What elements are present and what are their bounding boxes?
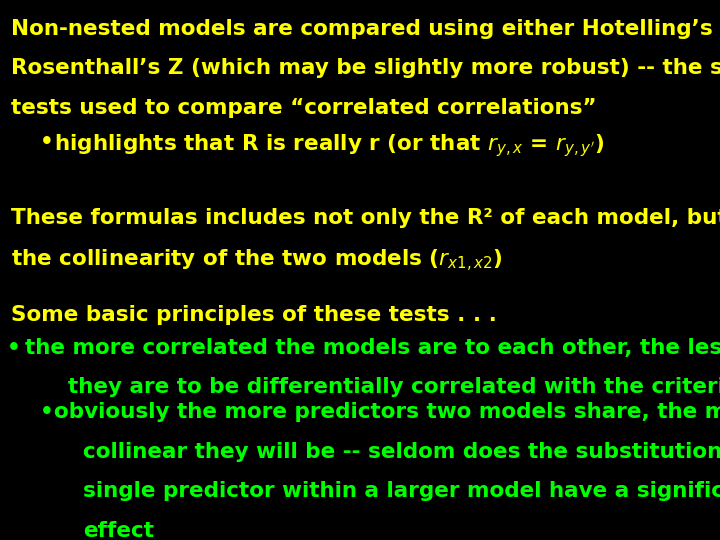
Text: collinear they will be -- seldom does the substitution of a: collinear they will be -- seldom does th… [83, 442, 720, 462]
Text: These formulas includes not only the R² of each model, but also: These formulas includes not only the R² … [11, 208, 720, 228]
Text: tests used to compare “correlated correlations”: tests used to compare “correlated correl… [11, 98, 596, 118]
Text: •: • [40, 132, 53, 152]
Text: the collinearity of the two models ($r_{x1,x2}$): the collinearity of the two models ($r_{… [11, 247, 503, 274]
Text: single predictor within a larger model have a significant: single predictor within a larger model h… [83, 481, 720, 501]
Text: •: • [7, 338, 21, 357]
Text: Rosenthall’s Z (which may be slightly more robust) -- the same: Rosenthall’s Z (which may be slightly mo… [11, 58, 720, 78]
Text: obviously the more predictors two models share, the more: obviously the more predictors two models… [54, 402, 720, 422]
Text: Non-nested models are compared using either Hotelling’s t or: Non-nested models are compared using eit… [11, 19, 720, 39]
Text: the more correlated the models are to each other, the less likely: the more correlated the models are to ea… [25, 338, 720, 357]
Text: highlights that R is really r (or that $r_{y,x}$ = $r_{y,y'}$): highlights that R is really r (or that $… [54, 132, 604, 159]
Text: they are to be differentially correlated with the criterion: they are to be differentially correlated… [68, 377, 720, 397]
Text: effect: effect [83, 521, 154, 540]
Text: •: • [40, 402, 53, 422]
Text: Some basic principles of these tests . . .: Some basic principles of these tests . .… [11, 305, 497, 325]
